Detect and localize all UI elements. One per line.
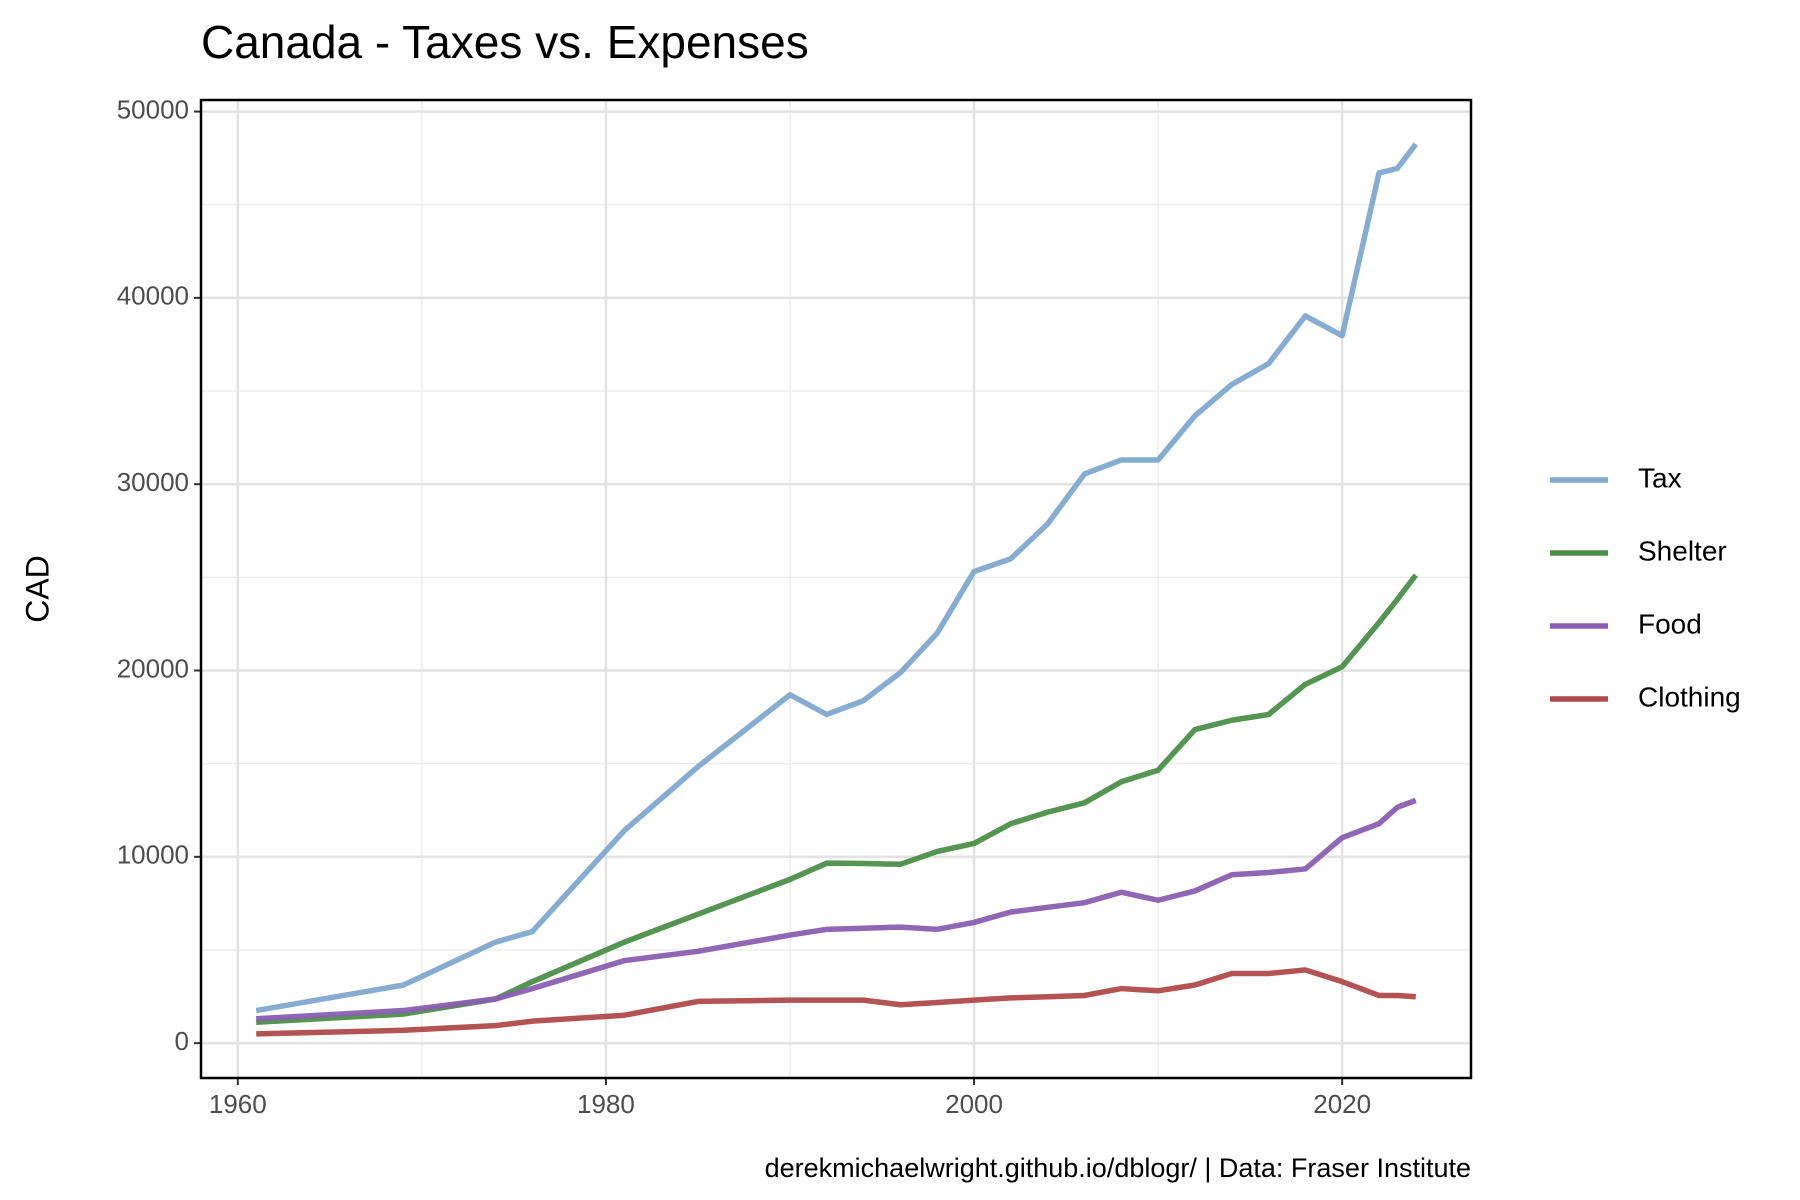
legend-label: Food [1638,608,1702,639]
y-tick-label: 50000 [117,94,189,124]
series-line [256,797,1417,1022]
x-tick-label: 2020 [1313,1089,1371,1119]
y-tick-label: 40000 [117,281,189,311]
legend-label: Clothing [1638,681,1741,712]
y-tick-label: 0 [175,1026,189,1056]
x-tick-label: 1980 [577,1089,635,1119]
x-tick-label: 2000 [945,1089,1003,1119]
legend-label: Shelter [1638,535,1727,566]
y-axis-label: CAD [19,555,55,623]
y-tick-label: 20000 [117,653,189,683]
series-line [255,142,1418,1014]
series-line [256,967,1416,1037]
plot-border [199,98,1473,1080]
x-tick-label: 1960 [209,1089,267,1119]
series-line [256,573,1418,1026]
y-tick-label: 30000 [117,467,189,497]
chart-title: Canada - Taxes vs. Expenses [201,16,809,68]
legend-label: Tax [1638,462,1682,493]
caption: derekmichaelwright.github.io/dblogr/ | D… [765,1153,1471,1183]
y-tick-label: 10000 [117,840,189,870]
